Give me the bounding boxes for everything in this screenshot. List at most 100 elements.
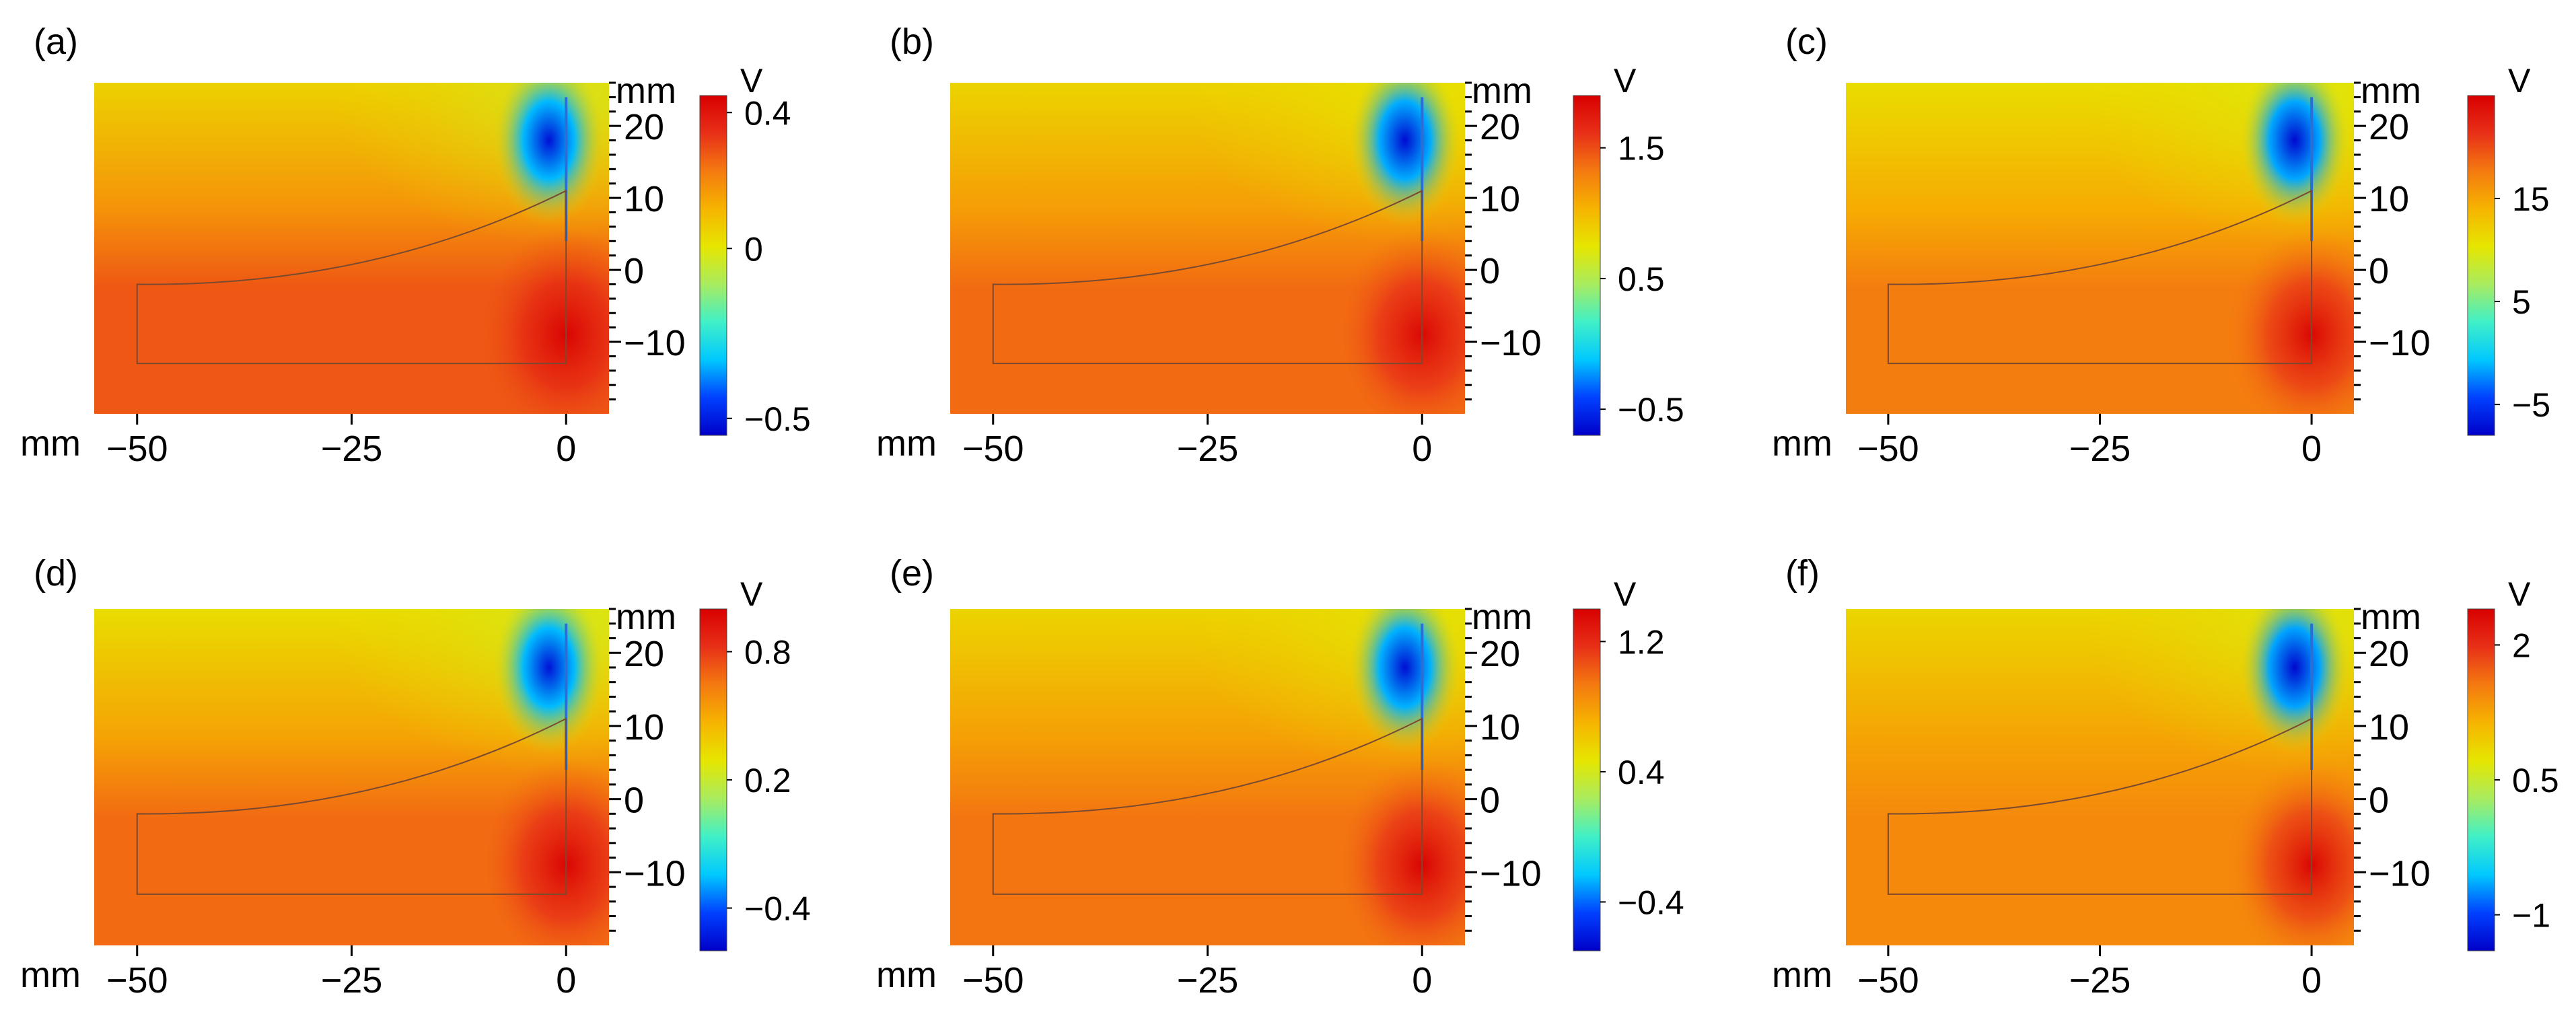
y-tick-label: 0 [624,781,644,821]
x-tick-label: 0 [2301,429,2322,469]
colorbar [2467,95,2495,436]
y-tick-label: 0 [1480,781,1500,821]
panel-label: (b) [890,22,934,62]
negative-peak [492,83,606,227]
panel-label: (e) [890,553,934,593]
colorbar-unit-label: V [2508,62,2531,100]
field-map [94,83,609,414]
y-tick-label: 10 [1480,707,1520,748]
geometry-outline [992,189,1423,365]
geometry-outline [136,189,567,365]
x-tick-label: 0 [1412,429,1432,469]
y-tick-label: 20 [1480,634,1520,674]
y-unit-label: mm [1472,71,1532,111]
x-tick-label: −50 [962,960,1024,1001]
colorbar [1573,95,1601,436]
positive-peak [2225,757,2354,945]
y-tick-label: 20 [2369,107,2409,147]
colorbar-unit-label: V [740,575,763,613]
positive-peak [1334,757,1465,945]
y-tick-label: 10 [624,179,664,219]
colorbar-tick-label: 15 [2512,180,2550,218]
x-tick-label: 0 [556,429,576,469]
colorbar [1573,608,1601,951]
colorbar-tick-label: 1.2 [1618,623,1665,661]
x-tick-label: 0 [1412,960,1432,1001]
y-tick-label: 0 [624,251,644,291]
y-unit-label: mm [616,597,676,637]
y-tick-label: 20 [624,107,664,147]
field-map [950,83,1465,414]
panel-label: (f) [1785,553,1820,593]
x-tick-label: −50 [1857,960,1919,1001]
negative-peak [492,609,606,755]
geometry-outline [1887,189,2313,365]
negative-peak [1348,609,1462,755]
y-tick-label: 20 [2369,634,2409,674]
y-unit-label: mm [1472,597,1532,637]
y-tick-label: 0 [2369,781,2389,821]
x-tick-label: −25 [1177,429,1239,469]
y-unit-label: mm [2361,71,2421,111]
panel-b: (b) 20 10 0 −10 mm −50 −25 0 mm V 1.5 0.5 −0.5 [876,22,1684,469]
x-tick-label: −25 [321,960,383,1001]
panel-a: (a) 20 10 0 −10 mm −50 −25 0 mm V0.4 0 −0.5 [20,22,811,469]
x-unit-label: mm [1772,955,1832,995]
colorbar [699,95,727,436]
y-unit-label: mm [616,71,676,111]
y-tick-label: −10 [1480,323,1542,363]
field-map [950,609,1465,945]
y-tick-label: −10 [2369,853,2431,894]
colorbar-tick-label: 0.4 [1618,754,1665,791]
y-tick-label: 0 [2369,251,2389,291]
colorbar-tick-label: 0.5 [2512,762,2559,799]
negative-peak [2238,83,2351,227]
y-tick-label: −10 [1480,853,1542,894]
negative-peak [2238,609,2351,755]
colorbar-tick-label: 2 [2512,626,2531,664]
panel-e: (e) 20 10 0 −10 mm −50 −25 0 mm V 1.2 0.4 −0.4 [876,553,1684,1001]
colorbar [699,608,727,951]
field-map [1846,609,2354,945]
x-tick-label: −50 [962,429,1024,469]
x-unit-label: mm [876,955,937,995]
panel-d: (d) 20 10 0 −10 mm −50 −25 0 mm V 0.8 0.2 −0.4 [20,553,811,1001]
y-tick-label: 20 [624,634,664,674]
colorbar-tick-label: 0 [744,230,763,268]
positive-peak [1334,228,1465,414]
y-tick-label: 10 [624,707,664,748]
colorbar-tick-label: 0.4 [744,94,791,132]
panel-f: (f) 20 10 0 −10 mm −50 −25 0 mm V 2 0.5 −1 [1772,553,2559,1001]
colorbar-tick-label: −0.5 [744,400,811,438]
y-tick-label: 10 [2369,707,2409,748]
colorbar-tick-label: −0.4 [744,890,811,928]
positive-peak [2225,228,2354,414]
colorbar-tick-label: −0.4 [1618,883,1684,921]
x-tick-label: −50 [106,960,168,1001]
colorbar-tick-label: −0.5 [1618,391,1684,429]
x-tick-label: −25 [2069,429,2131,469]
geometry-outline [1887,717,2313,895]
x-unit-label: mm [876,423,937,464]
panel-label: (c) [1785,22,1828,62]
x-tick-label: 0 [2301,960,2322,1001]
negative-peak [1348,83,1462,227]
positive-peak [478,228,609,414]
y-tick-label: 0 [1480,251,1500,291]
panel-label: (a) [34,22,78,62]
panel-label: (d) [34,553,78,593]
colorbar-unit-label: V [1614,575,1637,613]
colorbar-tick-label: 0.5 [1618,260,1665,298]
geometry-outline [136,717,567,895]
y-tick-label: 10 [1480,179,1520,219]
x-tick-label: −50 [106,429,168,469]
y-tick-label: −10 [624,323,686,363]
y-tick-label: −10 [624,853,686,894]
y-unit-label: mm [2361,597,2421,637]
colorbar-tick-label: 0.2 [744,762,791,799]
colorbar [2467,608,2495,951]
colorbar-tick-label: 1.5 [1618,130,1665,168]
geometry-outline [992,717,1423,895]
